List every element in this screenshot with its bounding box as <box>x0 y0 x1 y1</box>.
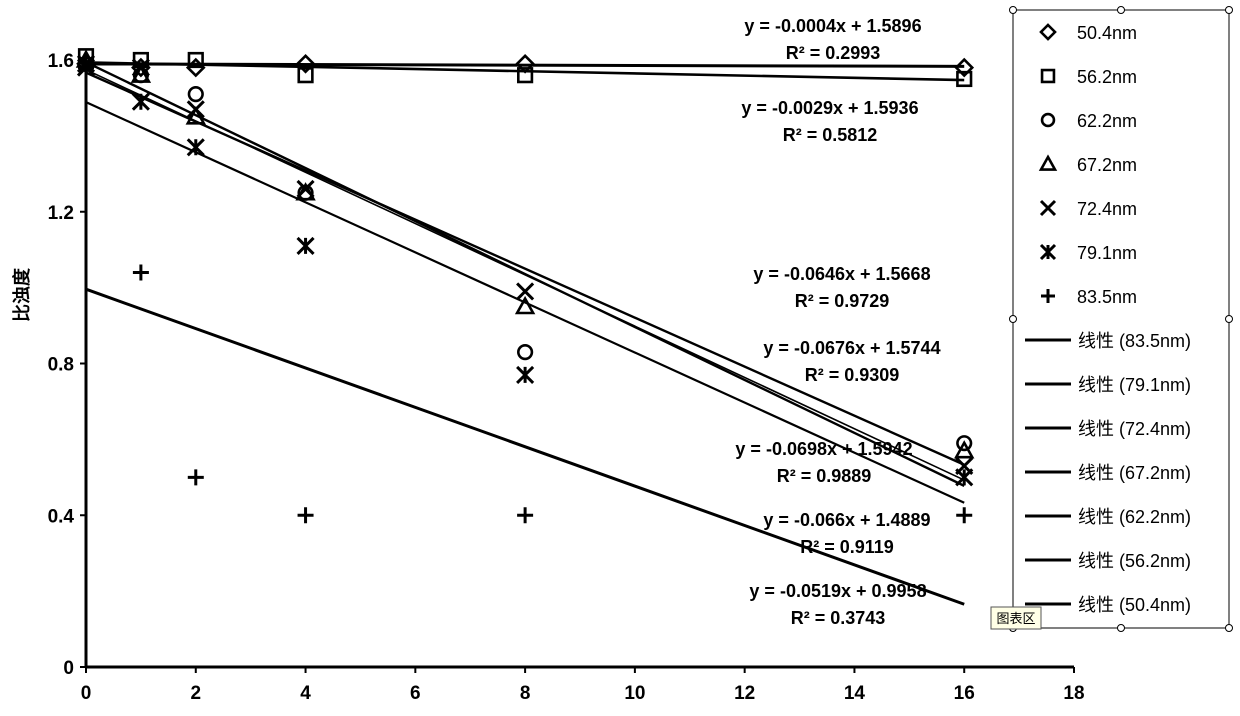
legend-label: 线性 (72.4nm) <box>1078 419 1191 439</box>
trendline-r-squared: R² = 0.3743 <box>791 608 886 628</box>
data-point-83.5nm <box>133 264 149 280</box>
trendline-r-squared: R² = 0.9729 <box>795 291 890 311</box>
trendline-equations: y = -0.0004x + 1.5896 R² = 0.2993 y = -0.0… <box>735 16 940 628</box>
x-tick-label: 2 <box>190 683 201 704</box>
legend-label: 线性 (62.2nm) <box>1078 507 1191 527</box>
legend-label: 线性 (79.1nm) <box>1078 375 1191 395</box>
legend-label: 79.1nm <box>1077 243 1137 263</box>
trendline-r-squared: R² = 0.9119 <box>800 537 894 557</box>
legend-label: 83.5nm <box>1077 287 1137 307</box>
x-tick-label: 14 <box>844 683 866 704</box>
x-tick-label: 16 <box>954 683 975 704</box>
trendline-equation: y = -0.0646x + 1.5668 <box>753 264 930 284</box>
resize-handle <box>1226 316 1233 323</box>
trendline-r-squared: R² = 0.5812 <box>783 125 878 145</box>
legend-label: 线性 (56.2nm) <box>1078 551 1191 571</box>
data-point-83.5nm <box>188 469 204 485</box>
x-tick-label: 12 <box>734 683 755 704</box>
y-tick-label: 1.6 <box>48 51 74 72</box>
resize-handle <box>1010 7 1017 14</box>
trendline-r-squared: R² = 0.2993 <box>786 43 881 63</box>
data-point-83.5nm <box>517 507 533 523</box>
resize-handle <box>1118 7 1125 14</box>
y-tick-label: 0 <box>63 658 74 679</box>
x-tick-label: 4 <box>300 683 311 704</box>
data-point-79.1nm <box>517 367 533 383</box>
data-point-79.1nm <box>298 238 314 254</box>
axes: 0 2 4 6 8 10 12 14 16 18 0 0.4 0.8 1.2 1.6 比浊度 <box>11 51 1085 704</box>
resize-handle <box>1118 625 1125 632</box>
legend-box <box>1013 10 1229 628</box>
data-point-83.5nm <box>298 507 314 523</box>
x-tick-label: 10 <box>624 683 645 704</box>
x-tick-label: 6 <box>410 683 421 704</box>
chart-area-tooltip: 图表区 <box>991 607 1041 629</box>
x-tick-label: 0 <box>81 683 92 704</box>
legend[interactable]: 50.4nm 56.2nm 62.2nm 67.2nm 72.4nm 79.1nm 83.5… <box>1010 7 1233 632</box>
trendline-equation: y = -0.0698x + 1.5942 <box>735 439 912 459</box>
y-tick-label: 1.2 <box>48 203 74 224</box>
legend-label: 72.4nm <box>1077 199 1137 219</box>
legend-label: 62.2nm <box>1077 111 1137 131</box>
trendline-r-squared: R² = 0.9309 <box>805 365 900 385</box>
trendline-equation: y = -0.0004x + 1.5896 <box>744 16 921 36</box>
trendline-equation: y = -0.0519x + 0.9958 <box>749 581 926 601</box>
resize-handle <box>1226 7 1233 14</box>
data-point-79.1nm <box>188 139 204 155</box>
legend-label: 线性 (83.5nm) <box>1078 331 1191 351</box>
x-tick-label: 18 <box>1063 683 1084 704</box>
legend-label: 线性 (67.2nm) <box>1078 463 1191 483</box>
legend-label: 56.2nm <box>1077 67 1137 87</box>
y-tick-label: 0.8 <box>48 355 74 376</box>
resize-handle <box>1226 625 1233 632</box>
trendline-r-squared: R² = 0.9889 <box>777 466 872 486</box>
data-point-62.2nm <box>518 345 532 359</box>
legend-label: 50.4nm <box>1077 23 1137 43</box>
data-point-83.5nm <box>956 507 972 523</box>
trendline-equation: y = -0.0676x + 1.5744 <box>763 338 940 358</box>
data-point-79.1nm <box>133 94 149 110</box>
y-axis-label: 比浊度 <box>11 267 32 322</box>
data-point-62.2nm <box>189 87 203 101</box>
legend-label: 67.2nm <box>1077 155 1137 175</box>
y-tick-label: 0.4 <box>48 506 75 527</box>
tooltip-text: 图表区 <box>996 611 1035 626</box>
legend-label: 线性 (50.4nm) <box>1078 595 1191 615</box>
x-tick-label: 8 <box>520 683 531 704</box>
resize-handle <box>1010 316 1017 323</box>
trendline-equation: y = -0.066x + 1.4889 <box>763 510 930 530</box>
trendline-equation: y = -0.0029x + 1.5936 <box>741 98 918 118</box>
